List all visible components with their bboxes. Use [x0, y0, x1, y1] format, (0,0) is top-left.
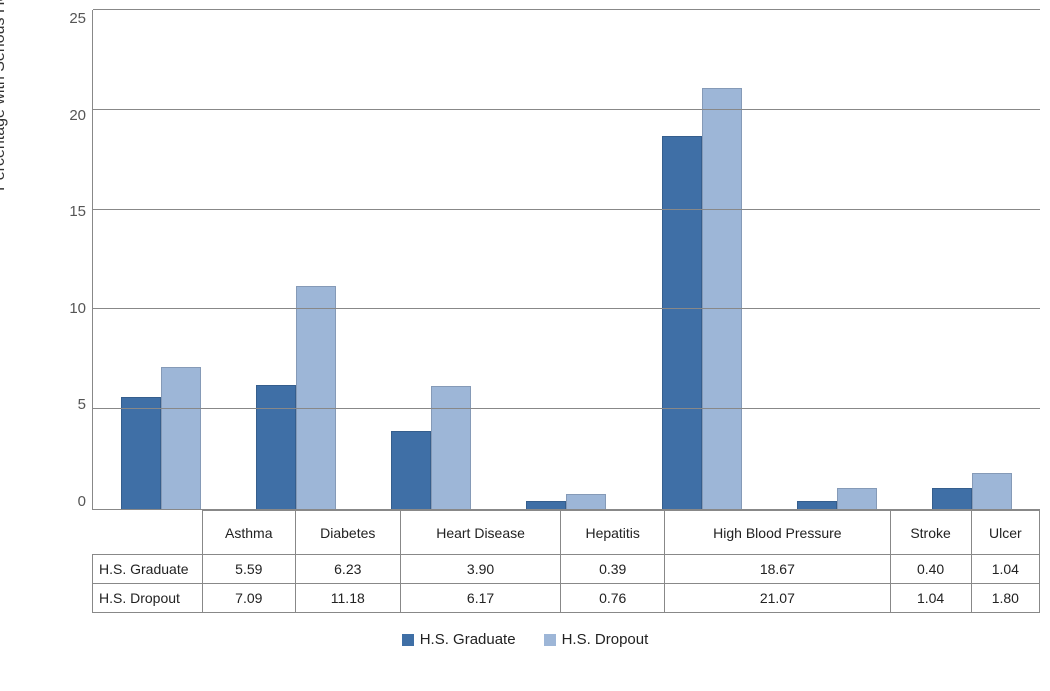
bar [972, 473, 1012, 509]
bar [296, 286, 336, 509]
bar-group [499, 10, 634, 509]
bar-group [634, 10, 769, 509]
table-row: H.S. Dropout7.0911.186.170.7621.071.041.… [93, 584, 1040, 613]
data-table: AsthmaDiabetesHeart DiseaseHepatitisHigh… [92, 510, 1040, 613]
bar-group [228, 10, 363, 509]
table-cell: 6.17 [400, 584, 560, 613]
table-corner [93, 511, 203, 555]
bar [662, 136, 702, 509]
bar [702, 88, 742, 509]
table-cell: 11.18 [295, 584, 400, 613]
legend-item: H.S. Graduate [402, 631, 516, 648]
gridline [93, 308, 1040, 309]
bar [431, 386, 471, 509]
y-tick-label: 5 [78, 396, 86, 413]
table-row-header: H.S. Dropout [93, 584, 203, 613]
table-row: H.S. Graduate5.596.233.900.3918.670.401.… [93, 555, 1040, 584]
y-tick-label: 20 [69, 107, 86, 124]
table-cell: 7.09 [203, 584, 296, 613]
bars-group [93, 10, 1040, 509]
y-tick-label: 10 [69, 300, 86, 317]
bar [566, 494, 606, 509]
gridline [93, 9, 1040, 10]
legend: H.S. Graduate H.S. Dropout [10, 631, 1040, 650]
gridline [93, 209, 1040, 210]
bar [837, 488, 877, 509]
y-axis-label: Percentage with Serious Health Condition [0, 0, 9, 191]
table-column-header: Asthma [203, 511, 296, 555]
legend-item: H.S. Dropout [544, 631, 649, 648]
table-column-header: Diabetes [295, 511, 400, 555]
bar-group [905, 10, 1040, 509]
bar-group [93, 10, 228, 509]
table-cell: 0.39 [561, 555, 665, 584]
bar [256, 385, 296, 509]
table-cell: 1.80 [971, 584, 1039, 613]
legend-swatch [402, 634, 414, 646]
table-cell: 1.04 [890, 584, 971, 613]
table-row-header: H.S. Graduate [93, 555, 203, 584]
table-cell: 6.23 [295, 555, 400, 584]
bar-group [364, 10, 499, 509]
table-column-header: Stroke [890, 511, 971, 555]
bar [797, 501, 837, 509]
health-condition-chart: Percentage with Serious Health Condition… [10, 10, 1040, 650]
table-cell: 18.67 [665, 555, 890, 584]
table-cell: 0.40 [890, 555, 971, 584]
table-cell: 21.07 [665, 584, 890, 613]
bar [391, 431, 431, 509]
bar [121, 397, 161, 509]
bar [526, 501, 566, 509]
table-column-header: High Blood Pressure [665, 511, 890, 555]
table-column-header: Hepatitis [561, 511, 665, 555]
table-cell: 1.04 [971, 555, 1039, 584]
y-axis-ticks: 25 20 15 10 5 0 [60, 10, 92, 510]
table-column-header: Heart Disease [400, 511, 560, 555]
bar [161, 367, 201, 509]
gridline [93, 408, 1040, 409]
y-tick-label: 0 [78, 493, 86, 510]
gridline [93, 109, 1040, 110]
table-cell: 0.76 [561, 584, 665, 613]
table-column-header: Ulcer [971, 511, 1039, 555]
table-cell: 3.90 [400, 555, 560, 584]
y-tick-label: 15 [69, 203, 86, 220]
bar [932, 488, 972, 509]
table-cell: 5.59 [203, 555, 296, 584]
legend-label: H.S. Graduate [420, 631, 516, 648]
bar-group [769, 10, 904, 509]
legend-swatch [544, 634, 556, 646]
y-tick-label: 25 [69, 10, 86, 27]
plot-area: 25 20 15 10 5 0 [60, 10, 1040, 510]
plot [92, 10, 1040, 510]
legend-label: H.S. Dropout [562, 631, 649, 648]
